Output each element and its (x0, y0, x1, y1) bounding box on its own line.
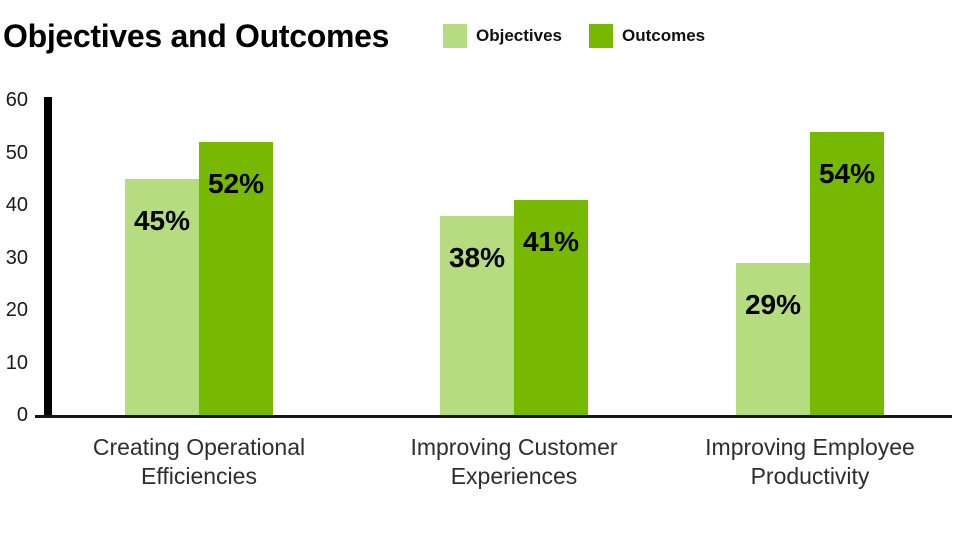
chart-title: Objectives and Outcomes (3, 18, 390, 54)
bar-value-label: 38% (448, 241, 506, 273)
legend-label-objectives: Objectives (476, 26, 562, 45)
bar-objectives-0: 45% (125, 178, 199, 415)
y-axis-tick-label: 30 (5, 246, 28, 269)
y-axis-tick-label: 10 (5, 351, 28, 374)
legend-item-objectives: Objectives (443, 24, 562, 48)
bar-outcomes-0: 52% (199, 142, 273, 415)
y-axis-tick-label: 20 (5, 299, 28, 321)
x-axis-line (35, 415, 952, 418)
bar-outcomes-1: 41% (514, 199, 588, 415)
bar-value-label: 29% (744, 288, 802, 320)
bar-value-label: 52% (207, 168, 265, 199)
objectives-swatch-icon (443, 24, 467, 48)
legend: Objectives Outcomes (443, 24, 705, 48)
outcomes-swatch-icon (589, 24, 613, 48)
x-axis-category-label: Creating Operational Efficiencies (92, 434, 306, 489)
bar-value-label: 45% (133, 204, 191, 236)
x-axis-category-label: Improving Customer Experiences (410, 434, 618, 489)
bar-value-label: 41% (522, 225, 580, 257)
y-axis-tick-label: 50 (5, 141, 28, 164)
legend-item-outcomes: Outcomes (589, 24, 705, 48)
bar-outcomes-2: 54% (810, 131, 884, 415)
bar-objectives-2: 29% (736, 262, 810, 415)
bar-objectives-1: 38% (440, 215, 514, 415)
y-axis-line (44, 97, 52, 417)
legend-label-outcomes: Outcomes (622, 26, 706, 45)
y-axis-tick-label: 60 (5, 89, 28, 111)
bar-value-label: 54% (818, 157, 876, 189)
x-axis-category-label: Improving Employee Productivity (705, 434, 915, 489)
y-axis-tick-label: 0 (16, 404, 28, 426)
y-axis-tick-label: 40 (5, 194, 28, 216)
